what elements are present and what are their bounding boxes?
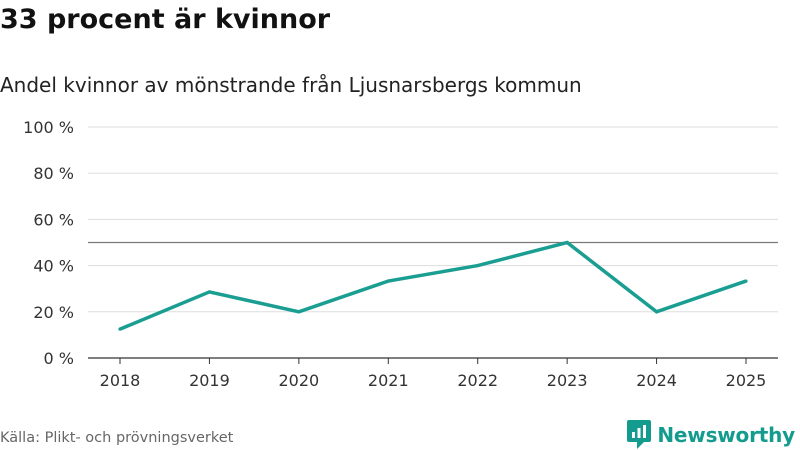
series-line: [119, 240, 747, 331]
gridlines: [88, 126, 778, 313]
y-tick-label: 60 %: [33, 210, 74, 229]
bar-chart-speech-bubble-icon: [627, 420, 652, 449]
x-tick-label: 2025: [726, 371, 767, 390]
data-point: [297, 310, 301, 314]
y-tick-label: 40 %: [33, 257, 74, 276]
x-tick-label: 2024: [636, 371, 677, 390]
x-tick-label: 2023: [547, 371, 588, 390]
x-tick-label: 2020: [278, 371, 319, 390]
chart-subtitle: Andel kvinnor av mönstrande från Ljusnar…: [0, 73, 582, 97]
y-tick-label: 0 %: [44, 349, 74, 368]
brand-logo: Newsworthy: [627, 420, 795, 450]
data-point: [386, 279, 390, 283]
y-tick-label: 100 %: [23, 118, 74, 137]
data-point: [118, 327, 122, 331]
tick-labels: 0 % 20 % 40 % 60 % 80 % 100 % 2018 2019 2020 2021…: [23, 118, 766, 390]
data-point: [654, 310, 659, 314]
brand-name: Newsworthy: [657, 423, 795, 447]
x-tick-label: 2022: [457, 371, 498, 390]
x-tick-label: 2019: [189, 371, 230, 390]
axes: [88, 357, 778, 364]
data-point: [476, 264, 480, 268]
chart-title: 33 procent är kvinnor: [0, 4, 331, 35]
x-tick-label: 2021: [368, 371, 409, 390]
data-point: [744, 279, 748, 283]
data-point: [207, 290, 212, 294]
data-point: [565, 240, 569, 245]
y-tick-label: 20 %: [33, 303, 74, 322]
source-note: Källa: Plikt- och prövningsverket: [0, 430, 234, 446]
x-tick-label: 2018: [100, 371, 141, 390]
y-tick-label: 80 %: [33, 164, 74, 183]
series: [118, 240, 748, 331]
